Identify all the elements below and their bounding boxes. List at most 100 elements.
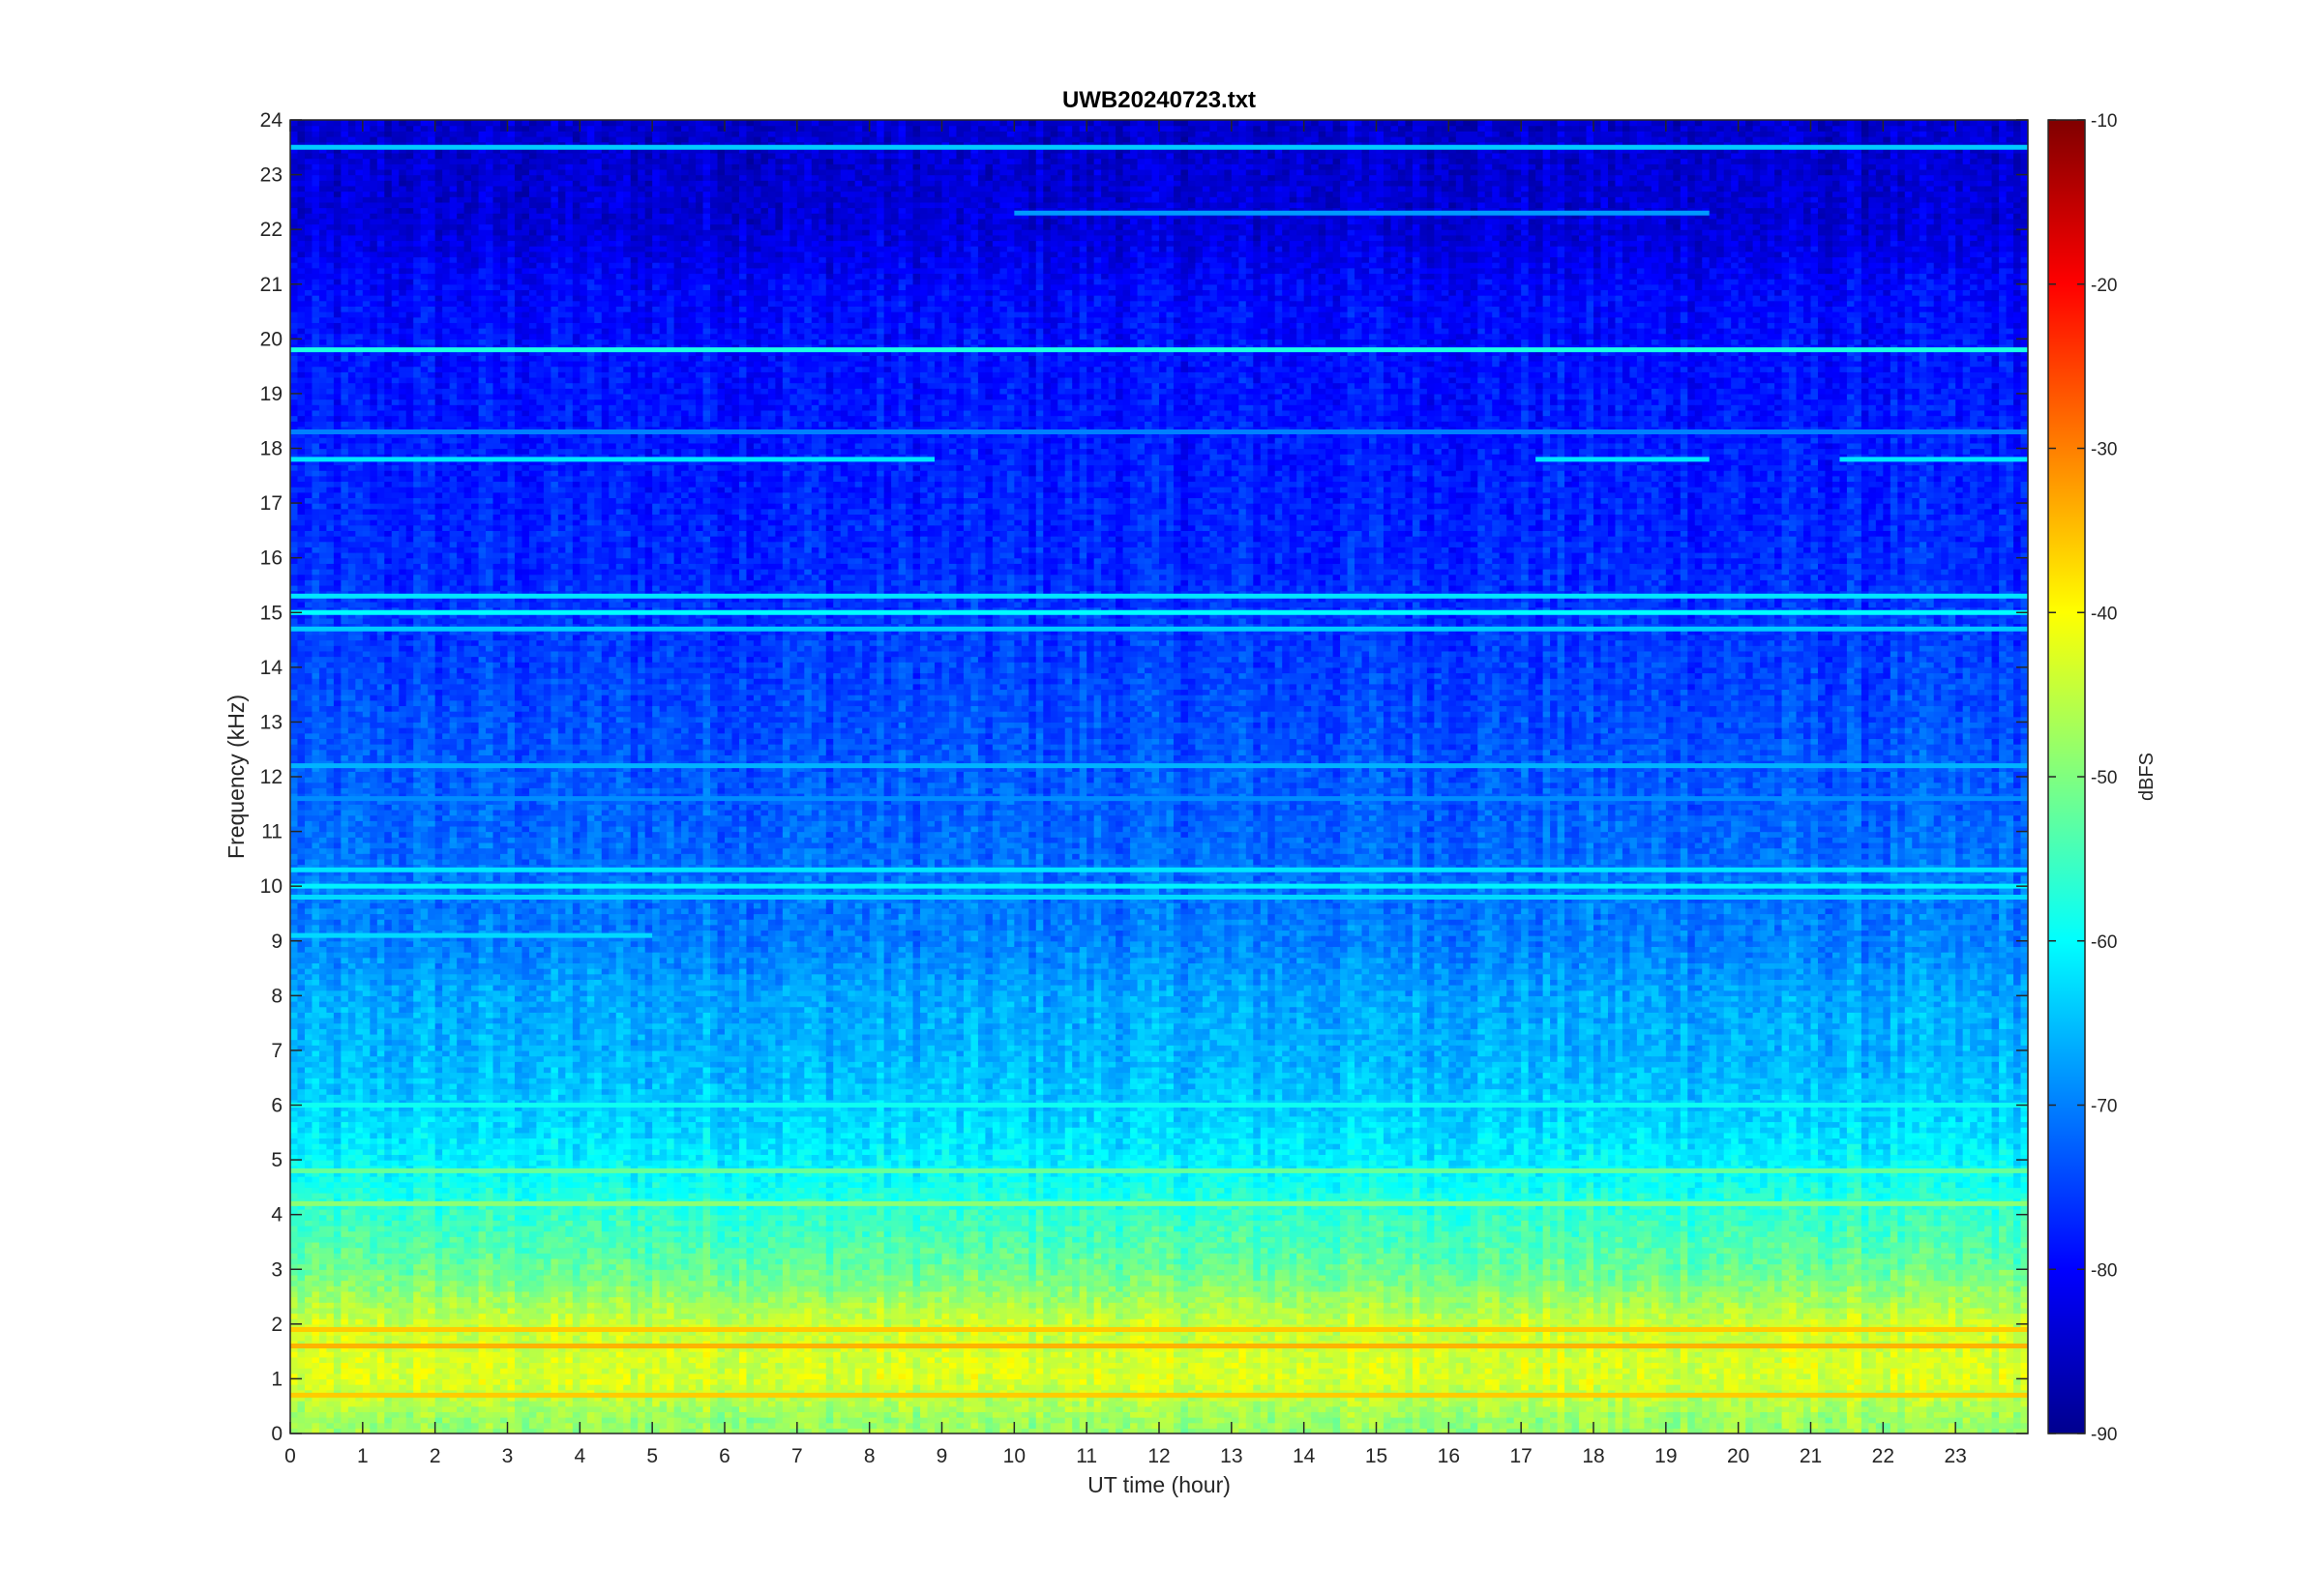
heatmap-cell [478,1335,487,1342]
heatmap-cell [1101,1368,1110,1374]
heatmap-cell [1238,1318,1247,1325]
heatmap-cell [1376,1362,1384,1369]
heatmap-cell [1962,1417,1971,1424]
heatmap-cell [644,1335,653,1342]
heatmap-cell [1781,1395,1790,1402]
heatmap-cell [1087,1395,1095,1402]
heatmap-cell [449,1373,458,1380]
heatmap-cell [1463,1428,1472,1433]
heatmap-cell [659,1428,668,1433]
heatmap-cell [1629,1368,1638,1374]
heatmap-cell [1789,1389,1798,1396]
heatmap-cell [673,1395,682,1402]
heatmap-cell [623,1384,632,1391]
heatmap-cell [935,1318,943,1325]
heatmap-cell [1868,1356,1877,1364]
heatmap-cell [1108,1362,1116,1369]
heatmap-cell [1861,1378,1869,1385]
heatmap-cell [1680,1362,1688,1369]
heatmap-cell [434,1362,443,1369]
heatmap-cell [428,1422,436,1429]
heatmap-cell [659,1422,668,1429]
heatmap-cell [1137,1428,1146,1433]
heatmap-cell [434,1401,443,1407]
heatmap-cell [543,1411,551,1418]
heatmap-cell [1145,1428,1153,1433]
heatmap-cell [572,1428,580,1433]
heatmap-cell [428,1345,436,1352]
heatmap-cell [1130,1422,1139,1429]
heatmap-cell [362,1401,371,1407]
heatmap-cell [1615,1368,1623,1374]
heatmap-cell [710,1335,719,1342]
heatmap-cell [1101,1417,1110,1424]
heatmap-cell [1151,1389,1160,1396]
heatmap-cell [528,1351,538,1358]
heatmap-cell [1209,1356,1218,1364]
heatmap-cell [1448,1428,1457,1433]
heatmap-cell [673,1356,682,1364]
heatmap-cell [1325,1405,1334,1412]
heatmap-cell [434,1351,443,1358]
heatmap-cell [1890,1384,1898,1391]
heatmap-cell [644,1356,653,1364]
heatmap-cell [652,1345,661,1352]
heatmap-cell [688,1378,697,1385]
heatmap-cell [370,1384,378,1391]
heatmap-cell [2013,1351,2022,1358]
heatmap-cell [1260,1373,1268,1380]
heatmap-cell [1875,1335,1884,1342]
heatmap-cell [854,1373,863,1380]
heatmap-cell [1376,1417,1384,1424]
heatmap-cell [492,1362,501,1369]
heatmap-cell [999,1356,1008,1364]
heatmap-cell [667,1351,675,1358]
heatmap-cell [601,1318,610,1325]
heatmap-cell [500,1417,509,1424]
heatmap-cell [1057,1384,1066,1391]
heatmap-cell [1941,1417,1950,1424]
heatmap-cell [667,1318,675,1325]
heatmap-cell [318,1405,328,1412]
heatmap-cell [702,1395,711,1402]
heatmap-cell [796,1422,805,1429]
heatmap-cell [376,1368,385,1374]
heatmap-cell [652,1356,661,1364]
heatmap-cell [906,1362,914,1369]
heatmap-cell [1332,1318,1341,1325]
heatmap-cell [572,1356,580,1364]
heatmap-cell [1644,1368,1652,1374]
heatmap-cell [941,1428,950,1433]
heatmap-cell [775,1422,784,1429]
heatmap-cell [1296,1335,1305,1342]
heatmap-cell [1145,1422,1153,1429]
heatmap-cell [1463,1356,1472,1364]
heatmap-cell [1332,1395,1341,1402]
heatmap-cell [399,1428,407,1433]
heatmap-cell [1057,1417,1066,1424]
heatmap-cell [1419,1417,1428,1424]
heatmap-cell [681,1422,690,1429]
heatmap-cell [1593,1378,1602,1385]
heatmap-cell [1187,1368,1197,1374]
heatmap-cell [1817,1378,1827,1385]
heatmap-cell [1311,1395,1320,1402]
heatmap-cell [999,1405,1008,1412]
heatmap-cell [652,1318,661,1325]
heatmap-cell [615,1362,624,1369]
heatmap-cell [819,1335,827,1342]
heatmap-cell [825,1417,834,1424]
heatmap-cell [420,1378,429,1385]
heatmap-cell [1173,1411,1182,1418]
heatmap-cell [1941,1428,1950,1433]
heatmap-cell [1665,1368,1674,1374]
heatmap-cell [528,1422,538,1429]
heatmap-cell [1274,1405,1283,1412]
heatmap-cell [312,1351,320,1358]
heatmap-cell [1340,1384,1349,1391]
heatmap-cell [2013,1411,2022,1418]
heatmap-cell [1955,1368,1964,1374]
heatmap-cell [428,1362,436,1369]
heatmap-cell [486,1345,494,1352]
heatmap-cell [1303,1356,1312,1364]
